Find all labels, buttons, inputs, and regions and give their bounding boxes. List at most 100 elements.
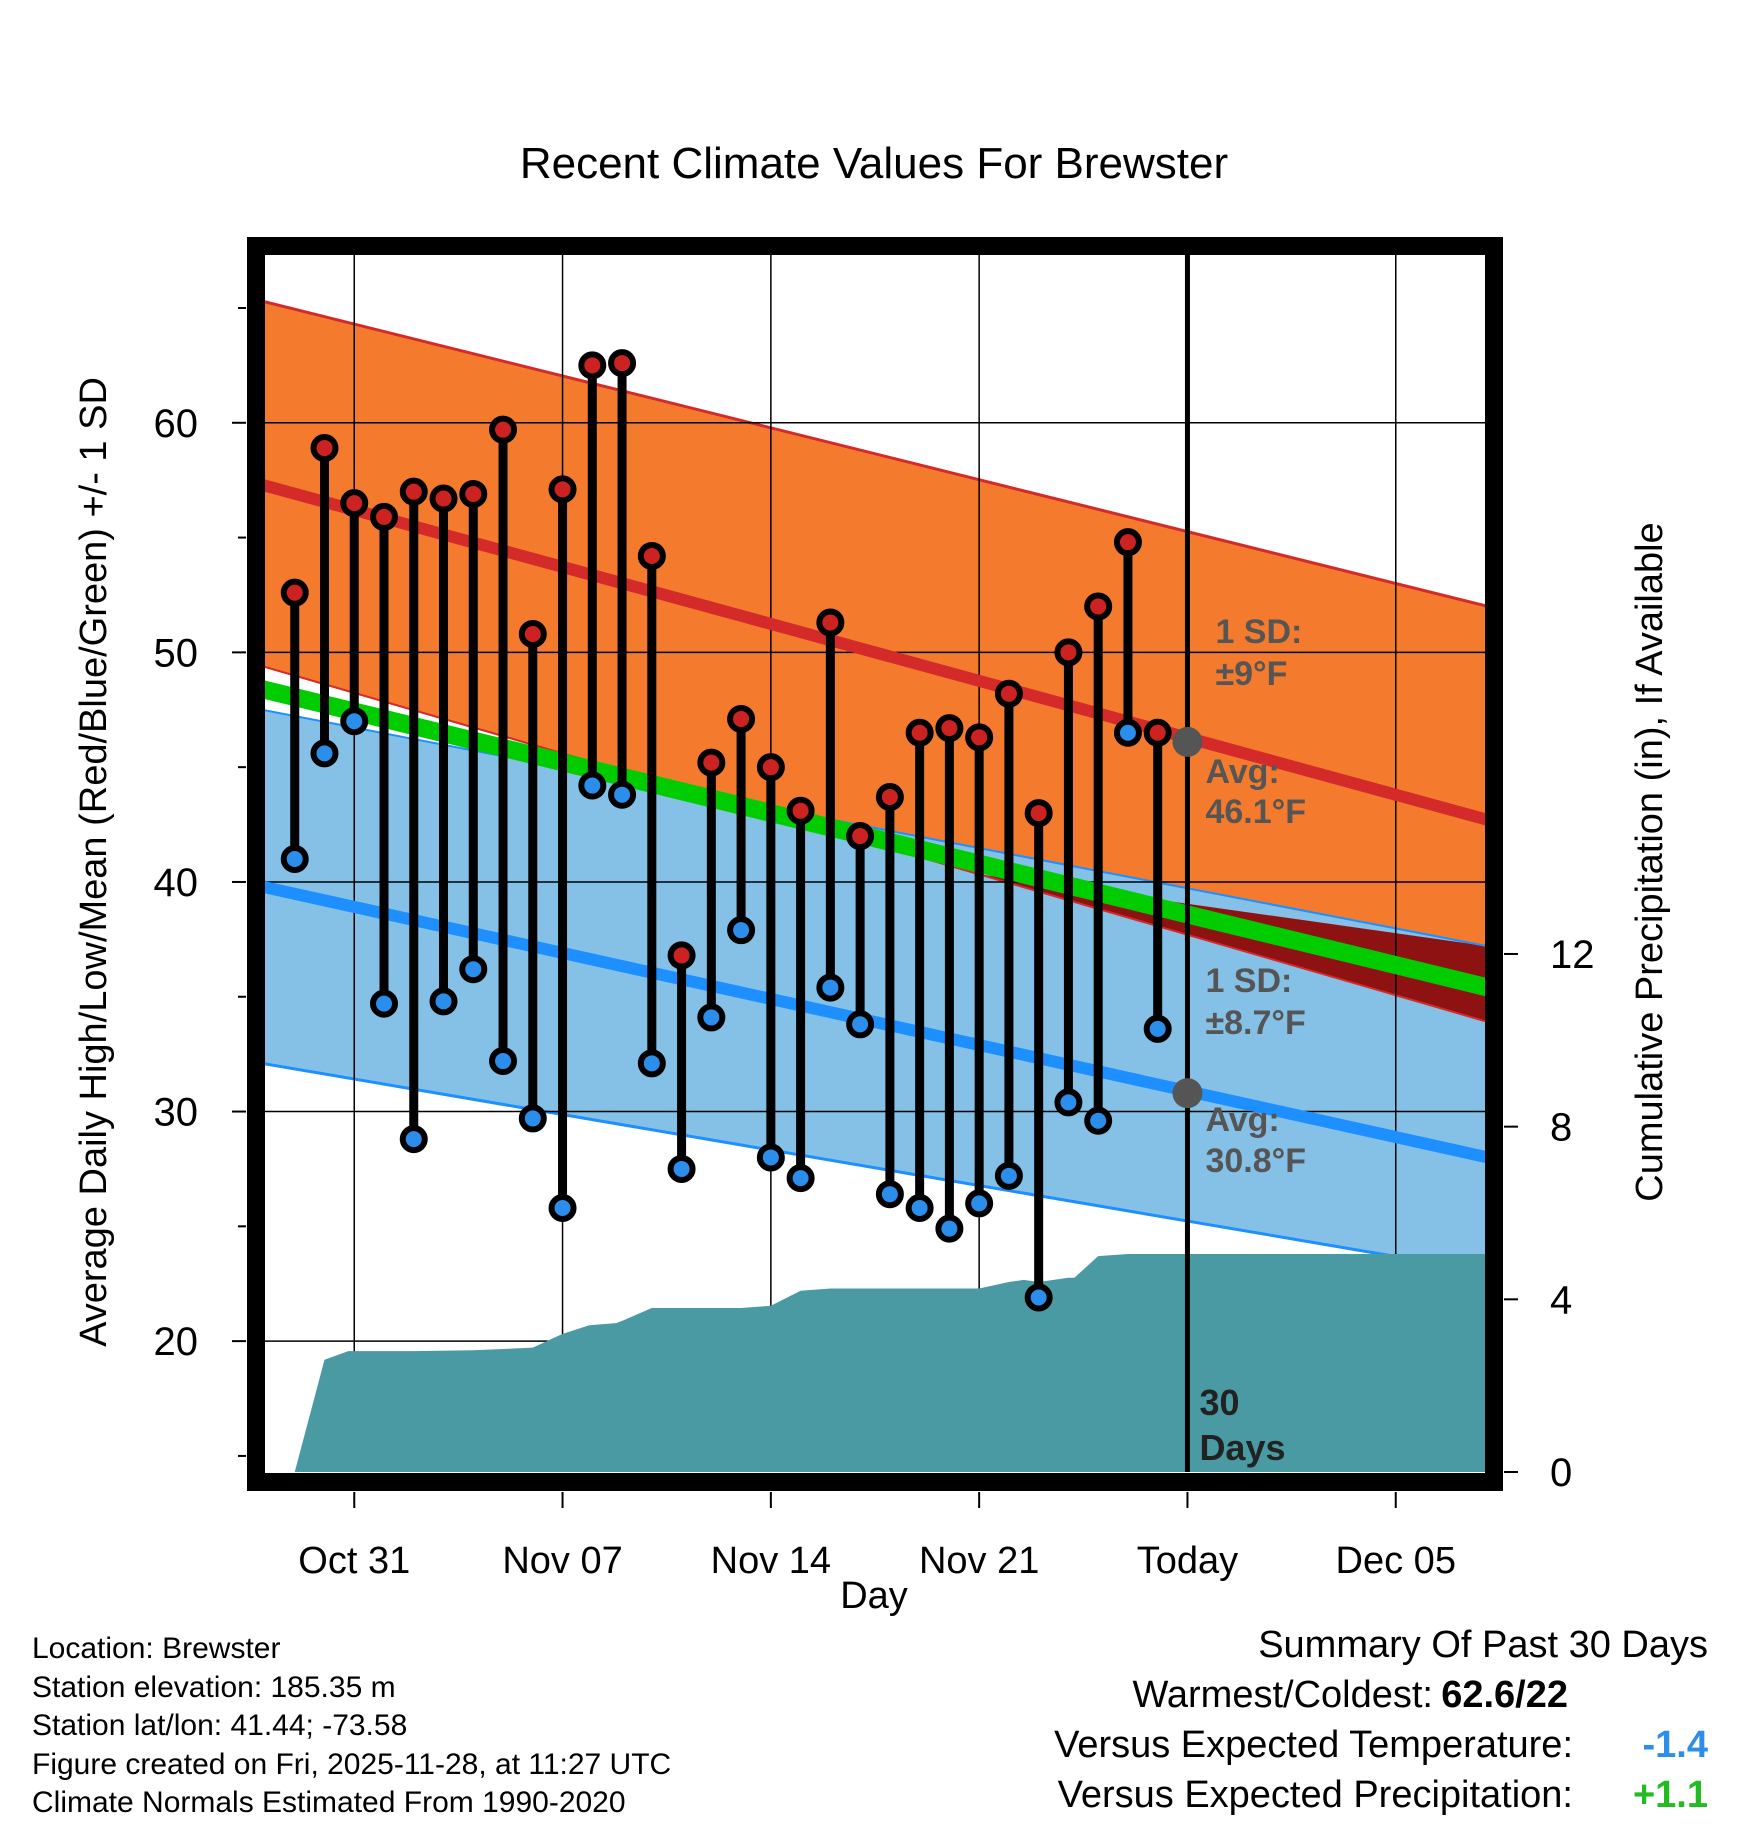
daily-high-point — [310, 434, 339, 463]
temp-delta-value: -1.4 — [1642, 1724, 1708, 1766]
daily-high-point — [756, 753, 785, 782]
low-normal-line — [262, 880, 1488, 1164]
y2-tick-label: 8 — [1550, 1106, 1572, 1150]
daily-high-point — [965, 723, 994, 752]
daily-low-point — [846, 1010, 875, 1039]
daily-low-point — [905, 1193, 934, 1222]
daily-low-point — [280, 845, 309, 873]
low-sd-label: 1 SD: — [1205, 962, 1292, 1000]
summary-title: Summary Of Past 30 Days — [1258, 1624, 1708, 1666]
today-days-number: 30 — [1199, 1382, 1239, 1423]
daily-high-point — [667, 941, 696, 970]
created-text: Figure created on Fri, 2025-11-28, at 11… — [32, 1747, 672, 1781]
daily-low-point — [489, 1047, 518, 1076]
daily-high-point — [1024, 799, 1053, 828]
low-avg-label: Avg: — [1205, 1101, 1279, 1139]
mean-normal-line — [262, 680, 1488, 997]
warm-cold-label: Warmest/Coldest: — [1132, 1674, 1433, 1716]
daily-low-point — [1024, 1283, 1053, 1312]
daily-high-point — [994, 679, 1023, 708]
daily-high-point — [935, 714, 964, 743]
chart-title: Recent Climate Values For Brewster — [520, 139, 1228, 188]
x-tick-label: Dec 05 — [1336, 1540, 1456, 1582]
y-tick-label: 40 — [154, 861, 199, 905]
elevation-text: Station elevation: 185.35 m — [32, 1670, 396, 1704]
daily-low-point — [370, 989, 399, 1018]
daily-high-point — [608, 349, 637, 378]
daily-high-point — [786, 796, 815, 825]
daily-high-point — [846, 822, 875, 851]
y-axis-label: Average Daily High/Low/Mean (Red/Blue/Gr… — [73, 377, 115, 1347]
daily-high-point — [340, 489, 369, 518]
summary-panel: Summary Of Past 30 Days Warmest/Coldest:… — [1008, 1624, 1708, 1824]
temp-delta-label: Versus Expected Temperature: — [1054, 1724, 1573, 1766]
high-avg-value: 46.1°F — [1205, 793, 1306, 831]
daily-low-point — [429, 987, 458, 1016]
daily-low-point — [994, 1161, 1023, 1190]
daily-low-point — [518, 1104, 547, 1133]
x-tick-label: Nov 14 — [711, 1540, 831, 1582]
y-tick-label: 60 — [154, 402, 199, 446]
y-tick-label: 50 — [154, 631, 199, 675]
low-sd-band — [262, 709, 1488, 1273]
daily-high-point — [1113, 528, 1142, 557]
daily-high-point — [905, 718, 934, 747]
latlon-text: Station lat/lon: 41.44; -73.58 — [32, 1709, 408, 1742]
daily-high-point — [399, 477, 428, 506]
daily-high-point — [727, 704, 756, 733]
x-tick-label: Today — [1137, 1540, 1238, 1582]
daily-low-point — [548, 1193, 577, 1222]
station-info: Location: Brewster Station elevation: 18… — [32, 1630, 671, 1823]
daily-high-point — [697, 748, 726, 777]
y2-tick-label: 4 — [1550, 1278, 1572, 1322]
daily-low-point — [310, 739, 339, 768]
high-sd-value: ±9°F — [1215, 655, 1287, 693]
daily-low-point — [816, 973, 845, 1002]
y2-axis-label: Cumulative Precipitation (in), If Availa… — [1629, 522, 1671, 1201]
daily-high-point — [280, 578, 309, 607]
daily-high-point — [518, 620, 547, 649]
y-tick-label: 30 — [154, 1091, 199, 1135]
x-tick-label: Nov 21 — [919, 1540, 1039, 1582]
location-text: Location: Brewster — [32, 1632, 281, 1665]
daily-high-point — [637, 541, 666, 570]
daily-high-point — [1054, 638, 1083, 667]
low-lower-edge — [262, 1061, 1488, 1274]
x-axis-label: Day — [840, 1575, 908, 1617]
low-avg-dot — [1172, 1078, 1203, 1109]
daily-low-point — [697, 1003, 726, 1032]
daily-low-point — [1143, 1014, 1172, 1043]
daily-high-point — [578, 351, 607, 380]
high-avg-dot — [1172, 726, 1203, 757]
daily-high-point — [816, 608, 845, 637]
y2-tick-label: 12 — [1550, 933, 1595, 977]
daily-high-point — [489, 415, 518, 444]
precip-delta-value: +1.1 — [1632, 1774, 1708, 1816]
daily-high-point — [875, 783, 904, 812]
low-upper-edge — [262, 708, 1488, 948]
normals-note-text: Climate Normals Estimated From 1990-2020 — [32, 1786, 626, 1819]
x-tick-label: Oct 31 — [298, 1540, 410, 1582]
daily-low-point — [1084, 1106, 1113, 1135]
y2-tick-label: 0 — [1550, 1451, 1572, 1495]
high-normal-line — [262, 478, 1488, 826]
daily-high-point — [548, 475, 577, 504]
daily-low-point — [608, 780, 637, 809]
daily-low-point — [340, 707, 369, 736]
high-avg-label: Avg: — [1205, 753, 1279, 791]
daily-low-point — [1054, 1088, 1083, 1117]
daily-low-point — [578, 771, 607, 800]
daily-low-point — [756, 1143, 785, 1172]
low-avg-value: 30.8°F — [1205, 1142, 1306, 1180]
daily-low-point — [875, 1180, 904, 1209]
low-sd-value: ±8.7°F — [1205, 1004, 1305, 1042]
daily-high-point — [1143, 718, 1172, 747]
daily-low-point — [965, 1189, 994, 1218]
plot-frame — [247, 237, 1503, 1491]
high-sd-label: 1 SD: — [1215, 613, 1302, 651]
high-upper-edge — [262, 299, 1488, 608]
daily-high-point — [459, 479, 488, 508]
daily-low-point — [459, 955, 488, 984]
warm-cold-value: 62.6/22 — [1441, 1674, 1568, 1716]
